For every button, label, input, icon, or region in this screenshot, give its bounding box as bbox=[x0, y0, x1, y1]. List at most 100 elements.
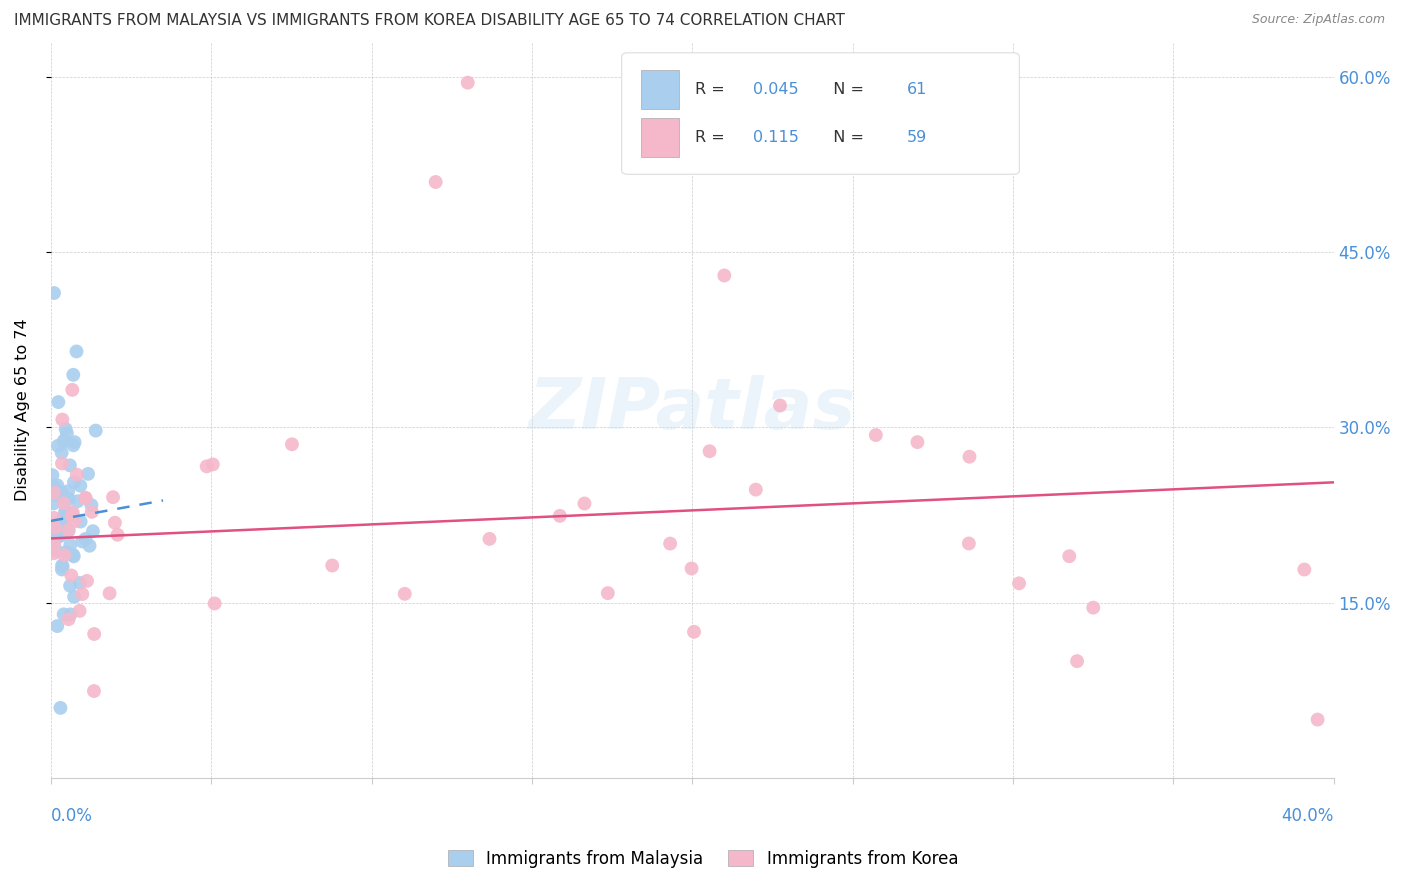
Point bbox=[195, 459, 218, 474]
Point bbox=[46, 439, 69, 453]
Point bbox=[60, 506, 83, 520]
Point bbox=[63, 475, 86, 490]
FancyBboxPatch shape bbox=[641, 70, 679, 109]
Point bbox=[101, 490, 124, 504]
Point bbox=[659, 536, 682, 550]
Point bbox=[42, 536, 65, 550]
Point bbox=[45, 544, 67, 558]
Point bbox=[745, 483, 768, 497]
Point bbox=[69, 479, 91, 493]
Point bbox=[42, 530, 65, 544]
Point bbox=[46, 530, 69, 544]
Point bbox=[63, 514, 86, 528]
Point bbox=[683, 624, 706, 639]
Point bbox=[66, 467, 89, 482]
Point bbox=[62, 549, 84, 564]
Point bbox=[58, 612, 80, 626]
Point bbox=[55, 545, 77, 559]
Point bbox=[42, 485, 65, 500]
Point bbox=[1008, 576, 1031, 591]
Point bbox=[69, 604, 91, 618]
Point bbox=[42, 511, 65, 525]
Point bbox=[76, 574, 98, 588]
Point bbox=[83, 627, 105, 641]
Text: IMMIGRANTS FROM MALAYSIA VS IMMIGRANTS FROM KOREA DISABILITY AGE 65 TO 74 CORREL: IMMIGRANTS FROM MALAYSIA VS IMMIGRANTS F… bbox=[14, 13, 845, 29]
Point bbox=[58, 524, 80, 538]
Point bbox=[52, 525, 75, 540]
Point bbox=[51, 558, 73, 573]
Point bbox=[49, 701, 72, 715]
Legend: Immigrants from Malaysia, Immigrants from Korea: Immigrants from Malaysia, Immigrants fro… bbox=[441, 844, 965, 875]
Point bbox=[457, 76, 479, 90]
Point bbox=[201, 458, 224, 472]
Point bbox=[98, 586, 121, 600]
Point bbox=[63, 590, 86, 604]
Point bbox=[82, 524, 104, 539]
Point bbox=[62, 506, 84, 520]
Point bbox=[51, 516, 73, 531]
Text: 0.115: 0.115 bbox=[752, 130, 799, 145]
Point bbox=[53, 493, 76, 508]
Text: ZIPatlas: ZIPatlas bbox=[529, 376, 856, 444]
Point bbox=[62, 438, 84, 452]
Point bbox=[46, 478, 69, 492]
Text: 0.0%: 0.0% bbox=[51, 807, 93, 825]
Point bbox=[321, 558, 343, 573]
Point bbox=[70, 534, 93, 549]
Point bbox=[58, 523, 80, 537]
Text: R =: R = bbox=[695, 82, 730, 97]
Point bbox=[59, 538, 82, 552]
Point bbox=[46, 619, 69, 633]
Point bbox=[72, 587, 94, 601]
Text: Source: ZipAtlas.com: Source: ZipAtlas.com bbox=[1251, 13, 1385, 27]
Point bbox=[52, 607, 75, 622]
Point bbox=[52, 559, 75, 574]
Point bbox=[574, 496, 596, 510]
Point bbox=[104, 516, 127, 530]
Point bbox=[83, 684, 105, 698]
Point bbox=[56, 484, 79, 499]
Point bbox=[75, 491, 97, 506]
Text: 59: 59 bbox=[907, 130, 927, 145]
Point bbox=[59, 458, 82, 473]
Point bbox=[80, 505, 103, 519]
Point bbox=[52, 496, 75, 510]
Point bbox=[53, 504, 76, 518]
Point bbox=[1066, 654, 1088, 668]
Point bbox=[44, 521, 66, 535]
Point bbox=[548, 508, 571, 523]
Point bbox=[53, 548, 76, 562]
Point bbox=[52, 513, 75, 527]
Point bbox=[75, 491, 97, 505]
Point bbox=[53, 508, 76, 523]
Point bbox=[62, 548, 84, 562]
Point bbox=[46, 488, 69, 502]
Point bbox=[45, 517, 67, 532]
Point bbox=[42, 496, 65, 510]
Point bbox=[59, 607, 82, 622]
Point bbox=[69, 576, 91, 591]
Point bbox=[80, 498, 103, 512]
Point bbox=[394, 587, 416, 601]
Point bbox=[1306, 713, 1329, 727]
Text: N =: N = bbox=[823, 130, 869, 145]
Point bbox=[44, 536, 66, 550]
Point bbox=[907, 435, 929, 450]
Text: 0.045: 0.045 bbox=[752, 82, 799, 97]
Point bbox=[48, 395, 70, 409]
Point bbox=[681, 561, 703, 575]
Text: 40.0%: 40.0% bbox=[1281, 807, 1334, 825]
Point bbox=[58, 491, 80, 506]
Point bbox=[48, 529, 70, 543]
Point bbox=[53, 434, 76, 448]
Text: 61: 61 bbox=[907, 82, 927, 97]
Point bbox=[84, 424, 107, 438]
Text: R =: R = bbox=[695, 130, 735, 145]
Point bbox=[69, 515, 91, 529]
Point bbox=[55, 422, 77, 436]
Point bbox=[52, 434, 75, 449]
Point bbox=[51, 485, 73, 500]
Point bbox=[745, 99, 768, 113]
Point bbox=[281, 437, 304, 451]
Point bbox=[77, 467, 100, 481]
